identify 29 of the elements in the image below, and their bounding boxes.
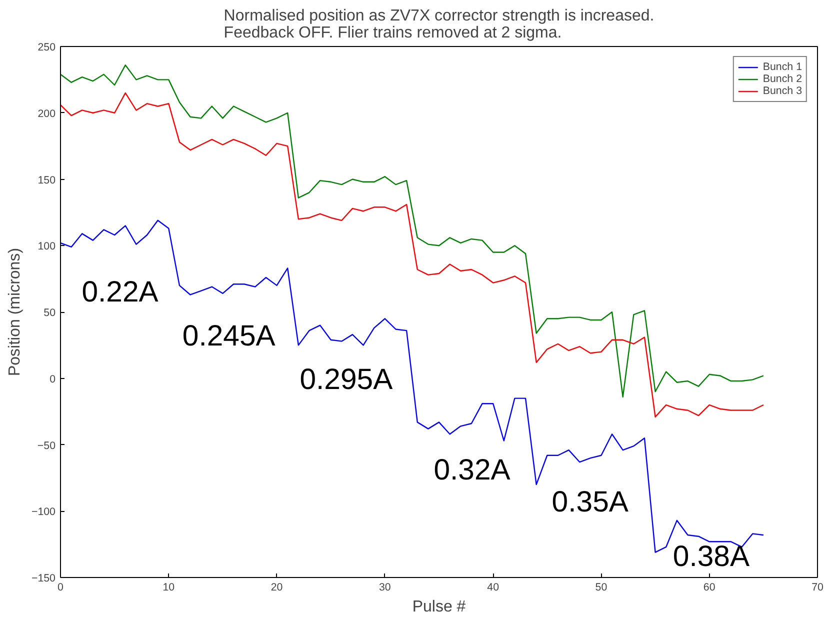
chart-title: Normalised position as ZV7X corrector strength is increased. Feedback OFF. Flier trains removed at 2 sigma.: [224, 8, 654, 42]
x-tick-label: 10: [162, 582, 175, 594]
y-tick-label: −100: [31, 506, 56, 518]
annotation: 0.32A: [434, 454, 511, 487]
annotation: 0.22A: [82, 275, 159, 308]
y-tick-label: 250: [38, 42, 56, 54]
y-tick-label: 50: [44, 307, 56, 319]
x-tick-label: 40: [487, 582, 500, 594]
y-tick-label: 150: [38, 174, 56, 186]
annotation: 0.295A: [300, 362, 394, 396]
x-tick-label: 50: [595, 582, 608, 594]
y-axis-title: Position (microns): [6, 248, 24, 376]
annotation: 0.35A: [552, 486, 629, 519]
y-tick-label: 200: [38, 108, 56, 120]
legend-label: Bunch 3: [762, 85, 802, 97]
y-tick-label: 100: [38, 240, 56, 253]
annotation: 0.38A: [672, 540, 750, 573]
x-tick-label: 30: [379, 582, 391, 594]
x-tick-label: 0: [58, 582, 64, 594]
legend-label: Bunch 2: [762, 73, 802, 85]
x-tick-label: 60: [703, 582, 716, 594]
legend-label: Bunch 1: [762, 61, 802, 73]
x-tick-label: 20: [270, 582, 283, 594]
x-tick-label: 70: [812, 582, 824, 594]
x-axis-title: Pulse #: [412, 598, 466, 616]
annotation: 0.245A: [182, 319, 276, 352]
y-tick-label: −150: [31, 572, 56, 584]
y-tick-label: −50: [37, 440, 56, 452]
y-tick-label: 0: [50, 373, 56, 386]
